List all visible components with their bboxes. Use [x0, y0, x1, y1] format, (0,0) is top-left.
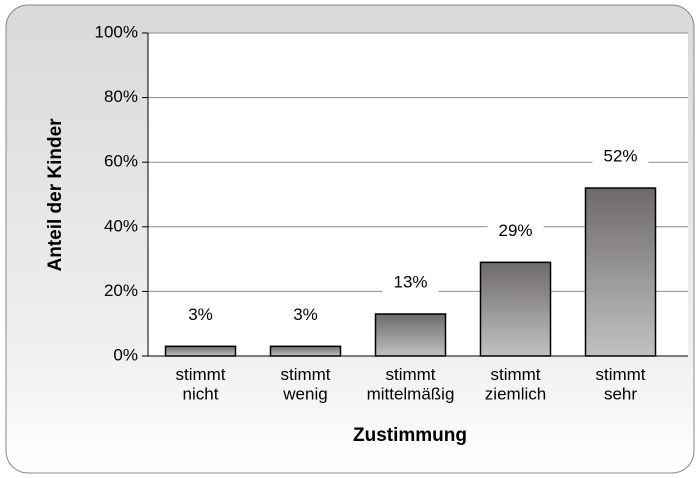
value-label: 13%: [393, 272, 427, 291]
bar: [479, 261, 552, 357]
x-tick-label: stimmt mittelmäßig: [367, 365, 455, 404]
y-tick-label: 100%: [95, 22, 138, 41]
bar: [269, 345, 342, 357]
value-label: 3%: [188, 305, 213, 324]
y-tick-label: 20%: [104, 281, 138, 300]
x-tick-label: stimmt nicht: [175, 365, 225, 404]
x-axis-title: Zustimmung: [353, 425, 467, 446]
x-tick-label: stimmt sehr: [595, 365, 645, 404]
y-axis-title: Anteil der Kinder: [45, 118, 66, 272]
bar: [584, 187, 657, 357]
value-label: 29%: [498, 221, 532, 240]
value-label-bg: [592, 145, 649, 170]
bar: [164, 345, 237, 357]
y-tick-label: 60%: [104, 152, 138, 171]
y-tick-label: 0%: [113, 345, 138, 364]
value-label-bg: [277, 303, 334, 328]
value-label-bg: [172, 303, 229, 328]
value-label: 52%: [603, 147, 637, 166]
value-label-bg: [487, 219, 544, 244]
y-tick-label: 40%: [104, 216, 138, 235]
bar: [374, 313, 447, 357]
value-label-bg: [382, 271, 439, 296]
value-label: 3%: [293, 305, 318, 324]
x-tick-label: stimmt ziemlich: [485, 365, 546, 404]
y-tick-label: 80%: [104, 87, 138, 106]
x-tick-label: stimmt wenig: [280, 365, 330, 404]
